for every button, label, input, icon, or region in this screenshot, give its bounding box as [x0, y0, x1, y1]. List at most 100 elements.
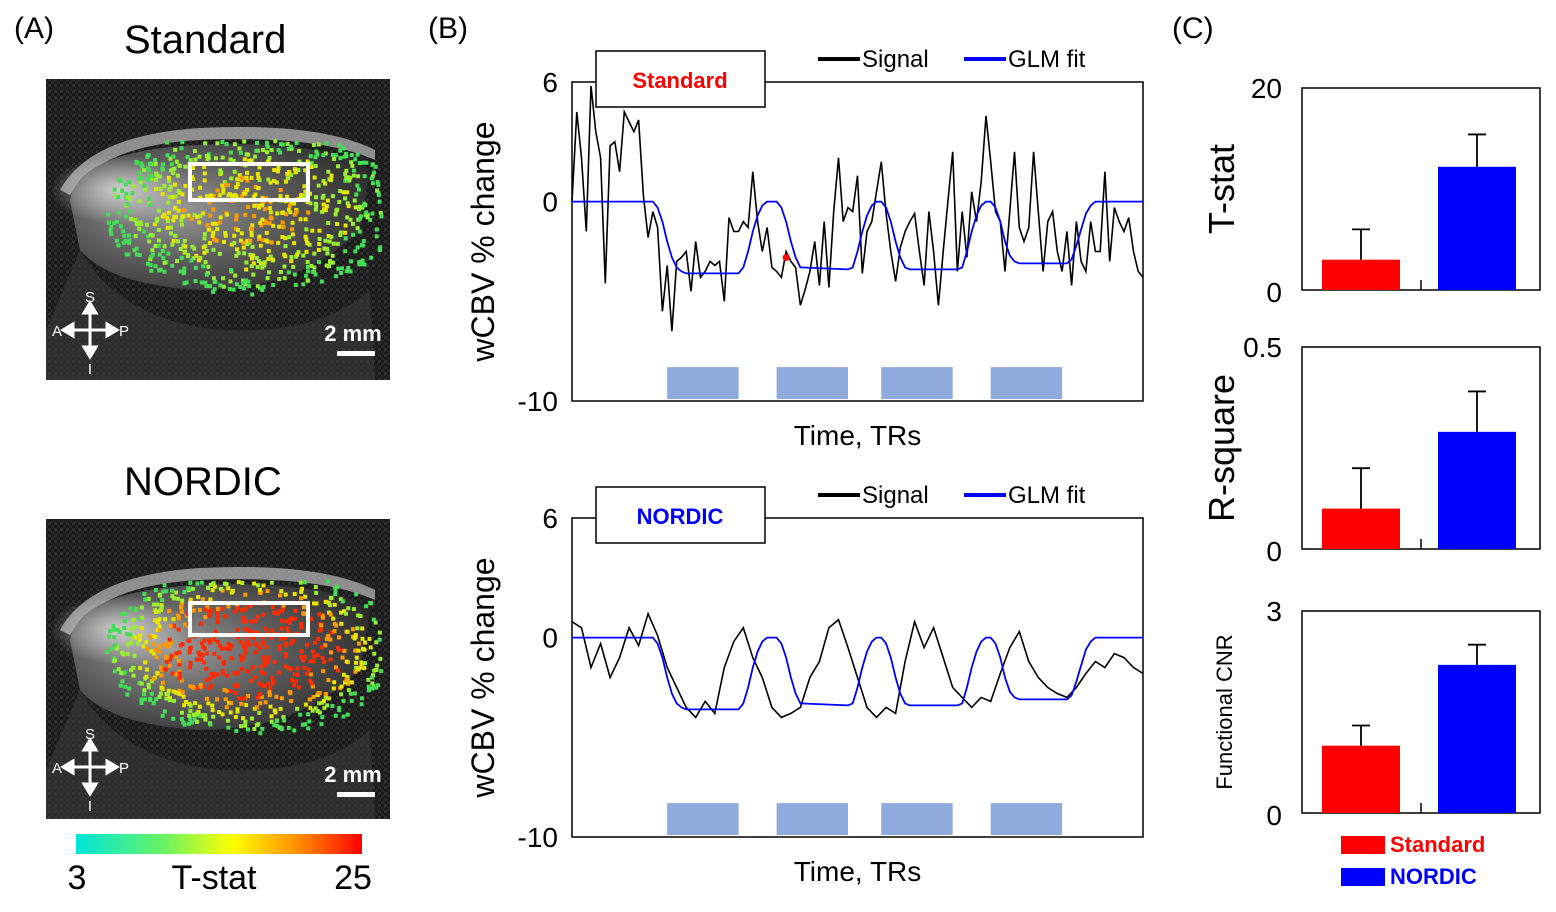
activation-pixel	[316, 142, 321, 147]
activation-pixel	[144, 667, 149, 672]
activation-pixel	[362, 174, 367, 179]
activation-pixel	[304, 227, 309, 232]
activation-pixel	[201, 245, 206, 250]
activation-pixel	[343, 172, 348, 176]
series-line-signal	[571, 85, 1144, 332]
activation-pixel	[346, 266, 351, 270]
activation-pixel	[214, 156, 218, 161]
activation-pixel	[290, 232, 295, 237]
activation-pixel	[188, 158, 193, 163]
activation-pixel	[160, 680, 165, 685]
activation-pixel	[221, 187, 226, 192]
activation-pixel	[312, 654, 317, 659]
activation-pixel	[199, 621, 204, 626]
activation-pixel	[375, 663, 380, 668]
activation-pixel	[236, 635, 240, 640]
activation-pixel	[212, 672, 217, 677]
activation-pixel	[276, 670, 281, 675]
activation-pixel	[308, 659, 313, 664]
activation-pixel	[344, 151, 348, 156]
colorbar-max: 25	[334, 859, 372, 897]
activation-pixel	[240, 194, 245, 199]
activation-pixel	[373, 620, 378, 625]
activation-pixel	[343, 236, 348, 241]
activation-pixel	[189, 720, 194, 725]
activation-pixel	[306, 712, 311, 717]
activation-pixel	[310, 228, 315, 233]
activation-pixel	[138, 633, 143, 638]
activation-pixel	[295, 252, 300, 257]
activation-pixel	[336, 266, 341, 271]
activation-pixel	[163, 654, 168, 659]
activation-pixel	[317, 701, 322, 706]
activation-pixel	[333, 212, 338, 217]
activation-pixel	[203, 717, 208, 722]
activation-pixel	[339, 684, 344, 689]
activation-pixel	[220, 606, 225, 611]
activation-pixel	[118, 683, 123, 688]
activation-pixel	[274, 719, 279, 723]
activation-pixel	[364, 160, 369, 165]
activation-pixel	[154, 219, 159, 224]
activation-pixel	[312, 265, 317, 270]
activation-pixel	[246, 205, 250, 210]
activation-pixel	[226, 642, 231, 647]
activation-pixel	[235, 177, 240, 182]
activation-pixel	[207, 613, 212, 618]
activation-pixel	[244, 175, 249, 180]
activation-pixel	[160, 713, 165, 718]
activation-pixel	[346, 688, 351, 693]
activation-pixel	[337, 647, 341, 652]
activation-pixel	[371, 684, 376, 689]
activation-pixel	[243, 619, 248, 624]
activation-pixel	[249, 264, 254, 269]
activation-pixel	[344, 659, 349, 664]
activation-pixel	[339, 610, 344, 615]
activation-pixel	[188, 708, 193, 713]
activation-pixel	[205, 696, 209, 701]
activation-pixel	[177, 662, 182, 667]
activation-pixel	[215, 227, 220, 232]
activation-pixel	[283, 179, 288, 184]
activation-pixel	[234, 194, 239, 199]
activation-pixel	[228, 157, 233, 162]
activation-pixel	[282, 718, 287, 723]
activation-pixel	[329, 176, 334, 181]
activation-pixel	[160, 668, 165, 672]
activation-pixel	[198, 185, 202, 190]
activation-pixel	[262, 263, 267, 268]
activation-pixel	[317, 237, 322, 241]
y-tick-label: 0	[1266, 800, 1282, 831]
activation-pixel	[305, 241, 310, 246]
activation-pixel	[233, 690, 238, 695]
activation-pixel	[242, 251, 247, 256]
activation-pixel	[319, 722, 324, 727]
activation-pixel	[294, 141, 299, 145]
activation-pixel	[312, 251, 317, 256]
legend-label-standard: Standard	[1390, 832, 1485, 857]
activation-pixel	[241, 716, 245, 721]
activation-pixel	[183, 164, 188, 169]
activation-pixel	[228, 279, 233, 284]
activation-pixel	[266, 655, 271, 660]
activation-pixel	[280, 235, 285, 239]
activation-pixel	[351, 173, 356, 178]
activation-pixel	[183, 244, 188, 249]
activation-pixel	[126, 252, 131, 257]
activation-pixel	[239, 724, 243, 729]
activation-pixel	[286, 725, 291, 730]
activation-pixel	[154, 171, 159, 176]
y-tick-label: 6	[542, 503, 558, 534]
scale-label: 2 mm	[324, 321, 381, 346]
activation-pixel	[352, 198, 357, 203]
activation-pixel	[378, 248, 382, 252]
activation-pixel	[208, 582, 213, 587]
activation-pixel	[202, 236, 207, 241]
activation-pixel	[330, 260, 335, 265]
activation-pixel	[166, 210, 171, 215]
activation-pixel	[131, 184, 136, 189]
activation-pixel	[354, 592, 359, 597]
activation-pixel	[188, 661, 193, 665]
activation-pixel	[249, 233, 254, 238]
activation-pixel	[342, 648, 347, 653]
